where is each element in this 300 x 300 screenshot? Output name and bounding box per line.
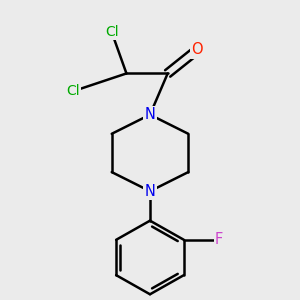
Text: N: N: [145, 107, 155, 122]
Text: N: N: [145, 184, 155, 199]
Text: Cl: Cl: [67, 84, 80, 98]
Text: O: O: [191, 42, 203, 57]
Text: F: F: [215, 232, 223, 247]
Text: Cl: Cl: [105, 25, 119, 39]
